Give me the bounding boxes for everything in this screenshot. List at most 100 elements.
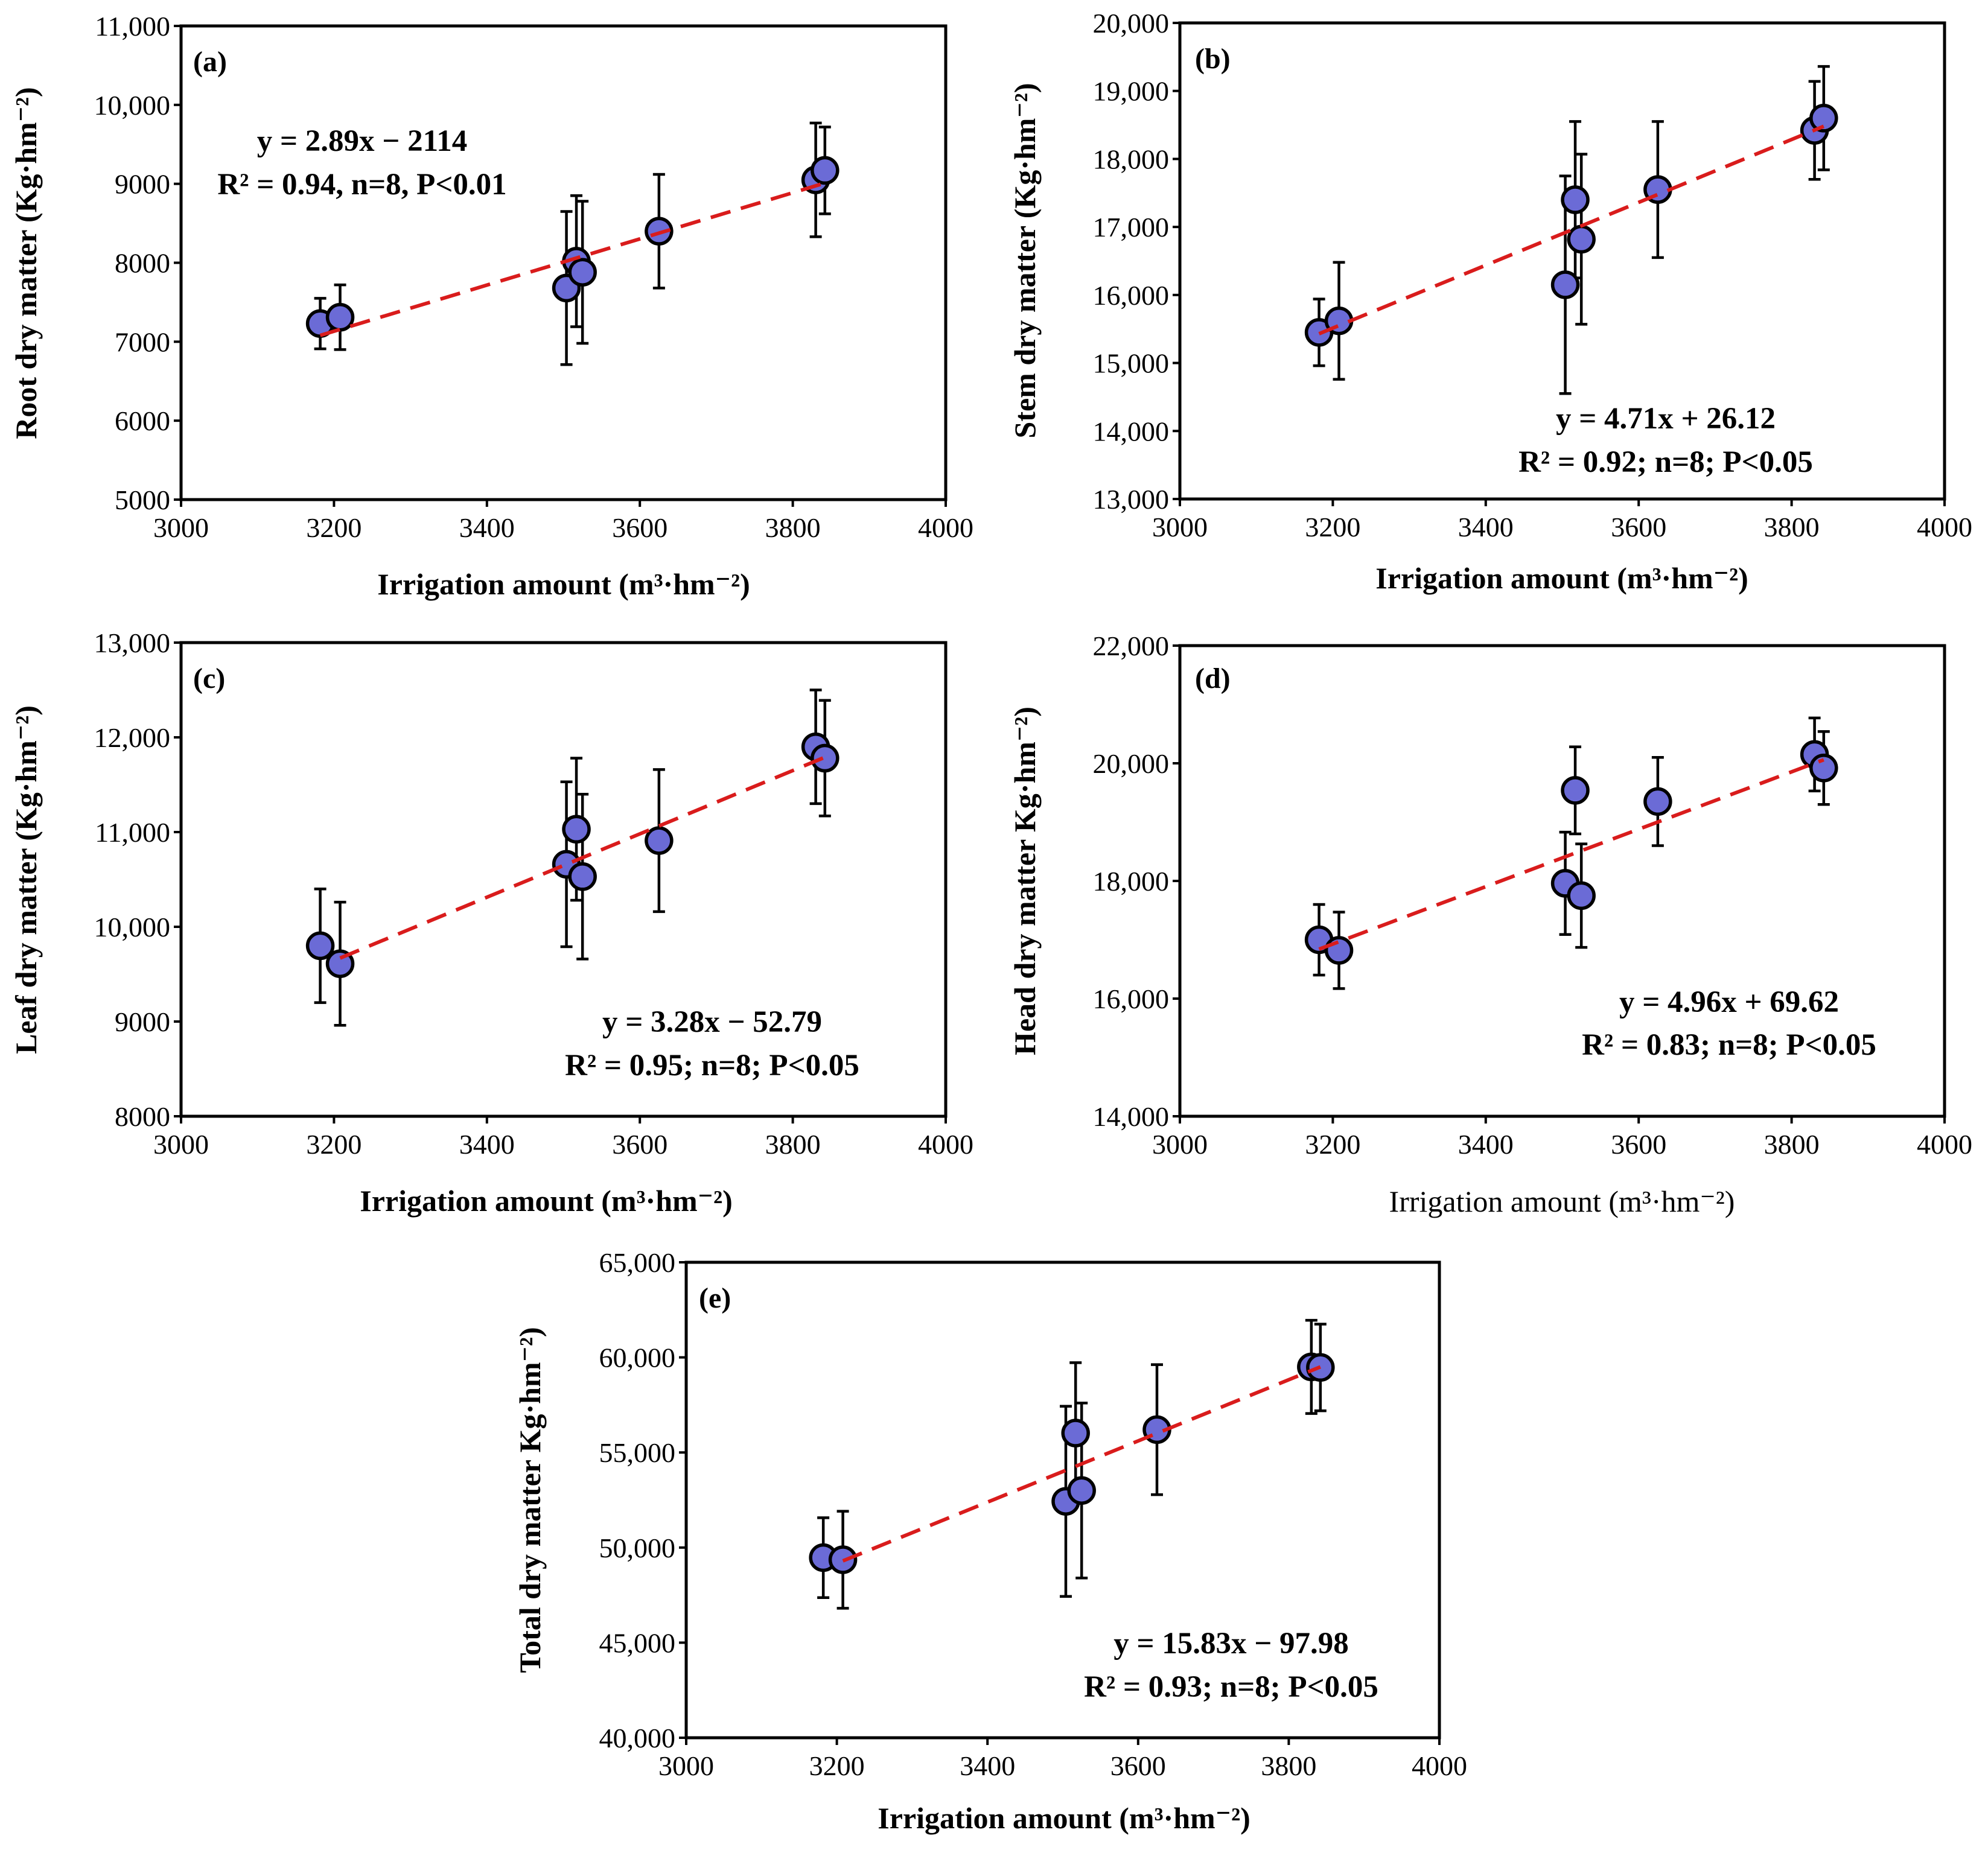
y-tick-label: 14,000 [1093,1101,1170,1132]
data-point [1550,270,1580,299]
y-tick-label: 11,000 [95,817,170,848]
x-tick-label: 3600 [1611,1129,1666,1160]
y-tick-label: 50,000 [599,1533,676,1563]
data-point [645,217,674,246]
chart-panel-b: 13,000 14,000 15,000 16,000 17,000 18,000 19,0… [1008,8,1972,595]
x-tick-label: 3600 [1611,512,1666,542]
trend-line [1318,124,1824,335]
x-tick-label: 3200 [1305,512,1360,542]
y-tick-label: 22,000 [1093,631,1170,661]
regression-equation: y = 4.96x + 69.62 [1619,985,1839,1019]
x-tick-label: 3600 [612,1129,667,1160]
x-tick-label: 3400 [1458,512,1514,542]
x-tick-label: 3600 [612,512,667,543]
x-tick-label: 3400 [1458,1129,1514,1160]
x-axis-title: Irrigation amount (m³·hm⁻²) [878,1801,1250,1835]
regression-stats: R² = 0.94, n=8, P<0.01 [217,168,506,202]
y-axis-title: Root dry matter (Kg·hm⁻²) [9,87,43,439]
y-tick-label: 55,000 [599,1437,676,1468]
data-point [1643,787,1672,816]
data-point [1561,776,1590,805]
trend-line [842,1365,1321,1563]
plot-area-frame [684,1260,1441,1740]
x-tick-label: 4000 [918,1129,973,1160]
chart-panel-a: 5000 6000 7000 8000 9000 10,000 11,000 3000 3200… [9,11,973,601]
regression-stats: R² = 0.95; n=8; P<0.05 [565,1049,859,1082]
x-tick-label: 4000 [1917,512,1972,542]
x-tick-label: 3600 [1110,1750,1166,1781]
y-tick-label: 18,000 [1093,144,1170,174]
y-tick-label: 10,000 [94,90,171,121]
x-axis-title: Irrigation amount (m³·hm⁻²) [1389,1184,1735,1218]
trend-line [319,181,826,337]
data-point [811,156,839,185]
plot-area-frame [179,641,948,1118]
x-tick-label: 4000 [1917,1129,1972,1160]
x-tick-label: 3200 [306,1129,362,1160]
y-tick-label: 10,000 [94,912,171,942]
y-axis-title: Total dry matter Kg·hm⁻²) [513,1327,547,1673]
data-point [1567,881,1596,911]
x-tick-label: 3000 [1152,1129,1208,1160]
x-tick-label: 4000 [1412,1750,1467,1781]
y-tick-label: 9000 [115,169,170,200]
data-point [1324,936,1354,965]
regression-stats: R² = 0.92; n=8; P<0.05 [1518,445,1813,479]
x-tick-label: 3200 [306,512,362,543]
x-tick-label: 3800 [765,512,821,543]
y-tick-label: 20,000 [1093,8,1170,39]
x-axis-title: Irrigation amount (m³·hm⁻²) [360,1184,732,1218]
panel-label: (b) [1195,43,1231,75]
x-tick-label: 3400 [459,512,515,543]
data-point [325,303,355,332]
y-axis-title: Stem dry matter (Kg·hm⁻²) [1008,83,1042,439]
x-tick-label: 3000 [1152,512,1208,542]
y-tick-label: 13,000 [1093,484,1170,515]
y-tick-label: 40,000 [599,1723,676,1753]
regression-equation: y = 4.71x + 26.12 [1556,402,1776,436]
plot-area-frame [1178,21,1946,501]
x-tick-label: 3000 [153,512,209,543]
y-tick-label: 65,000 [599,1247,676,1278]
trend-line [1318,758,1824,951]
y-tick-label: 19,000 [1093,76,1170,107]
data-point [1067,1476,1096,1505]
regression-equation: y = 2.89x − 2114 [257,124,468,158]
regression-equation: y = 3.28x − 52.79 [602,1005,822,1039]
y-tick-label: 45,000 [599,1627,676,1658]
regression-stats: R² = 0.83; n=8; P<0.05 [1582,1028,1876,1062]
x-tick-label: 3800 [1261,1750,1316,1781]
data-point [1567,224,1596,254]
y-axis-title: Head dry matter Kg·hm⁻²) [1008,707,1042,1055]
x-axis-title: Irrigation amount (m³·hm⁻²) [1375,561,1748,595]
regression-equation: y = 15.83x − 97.98 [1113,1627,1349,1661]
panel-label: (a) [193,46,227,78]
y-tick-label: 17,000 [1093,212,1170,243]
y-tick-label: 13,000 [94,628,171,658]
x-tick-label: 3800 [765,1129,821,1160]
y-tick-label: 9000 [115,1006,170,1037]
data-point [1809,104,1838,133]
data-point [562,815,591,844]
chart-panel-d: 14,000 16,000 18,000 20,000 22,000 3000 3200 34… [1008,631,1972,1218]
data-point [645,826,674,855]
x-tick-label: 3800 [1764,1129,1820,1160]
trend-line [339,755,826,960]
data-point [568,258,597,287]
y-tick-label: 14,000 [1093,416,1170,447]
y-axis-title: Leaf dry matter (Kg·hm⁻²) [9,705,43,1054]
y-tick-label: 12,000 [94,722,171,753]
regression-stats: R² = 0.93; n=8; P<0.05 [1084,1670,1378,1704]
panel-label: (d) [1195,663,1231,694]
y-tick-label: 16,000 [1093,280,1170,311]
x-tick-label: 3400 [459,1129,515,1160]
x-tick-label: 3400 [960,1750,1015,1781]
data-point [325,949,355,978]
y-tick-label: 16,000 [1093,984,1170,1014]
y-tick-label: 5000 [115,485,170,515]
y-tick-label: 18,000 [1093,866,1170,897]
x-axis-title: Irrigation amount (m³·hm⁻²) [377,567,750,601]
y-tick-label: 6000 [115,405,170,436]
x-tick-label: 3800 [1764,512,1820,542]
